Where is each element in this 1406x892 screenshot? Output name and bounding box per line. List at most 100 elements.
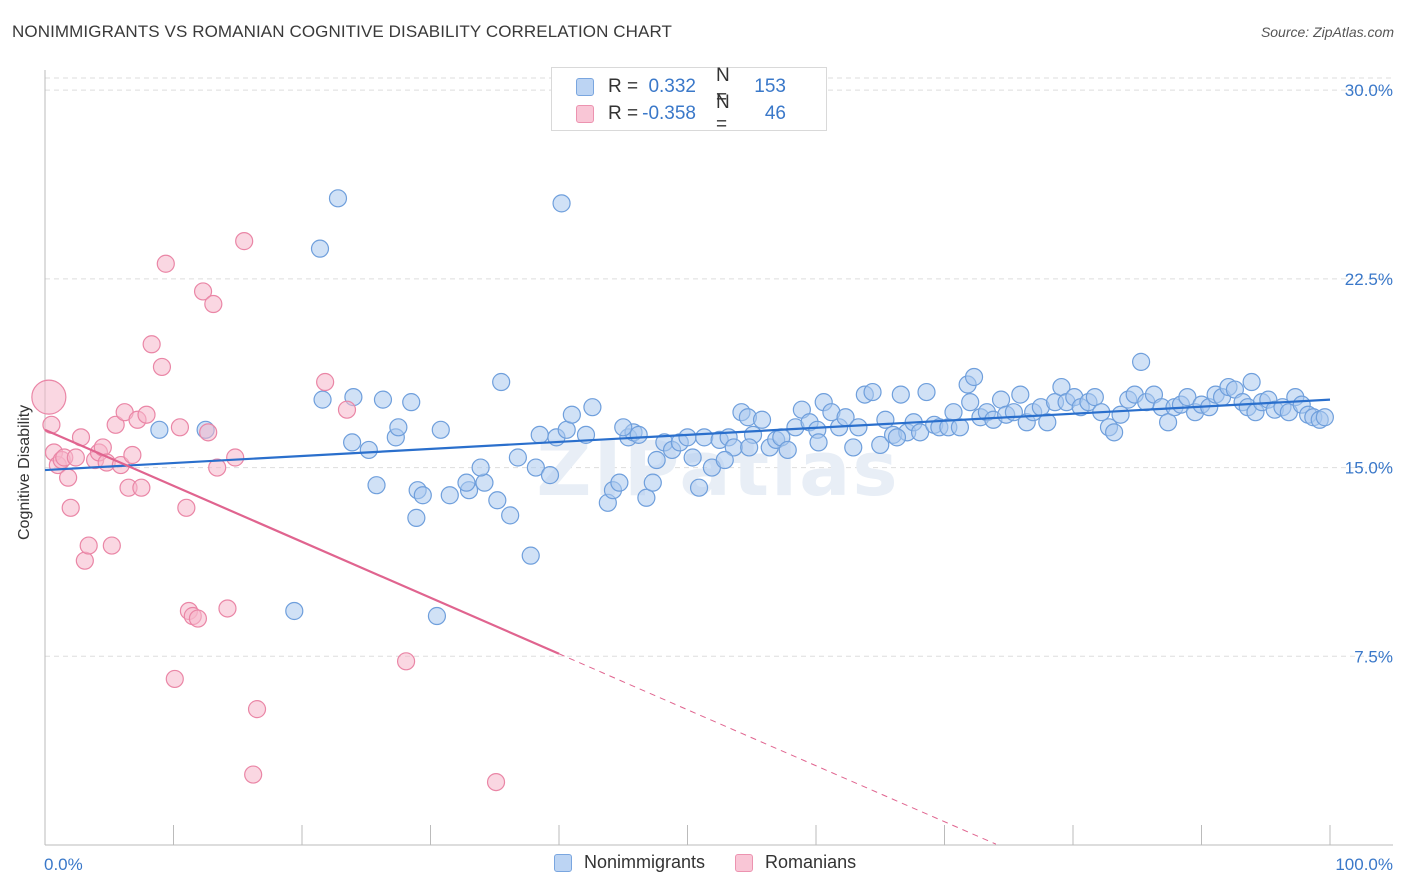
data-point: [917, 382, 936, 402]
data-point: [488, 491, 507, 510]
data-point: [247, 700, 267, 719]
data-point: [106, 415, 125, 434]
y-axis-label: Cognitive Disability: [16, 404, 33, 540]
data-point: [188, 609, 208, 628]
n-label: N =: [716, 92, 730, 135]
data-point: [440, 486, 459, 505]
data-point: [552, 194, 571, 213]
data-point: [530, 425, 549, 444]
romanians-trendline: [44, 428, 560, 655]
data-point: [1158, 413, 1178, 432]
data-point: [1011, 385, 1030, 404]
r-label: R =: [608, 103, 639, 124]
data-point: [427, 606, 447, 626]
data-point: [849, 418, 868, 437]
data-point: [521, 546, 540, 565]
data-point: [809, 433, 828, 452]
pink-swatch: [576, 105, 594, 123]
chart-title: NONIMMIGRANTS VS ROMANIAN COGNITIVE DISA…: [12, 22, 673, 41]
data-point: [610, 473, 629, 492]
legend-row-nonimmigrants: R = 0.332 N = 153: [576, 65, 786, 108]
data-point: [557, 420, 576, 439]
data-point: [396, 652, 416, 671]
legend-item-romanians: Romanians: [735, 852, 856, 873]
data-point: [150, 420, 169, 439]
data-point: [1242, 372, 1261, 392]
n-label: N =: [716, 65, 730, 108]
r-value: -0.358: [642, 103, 696, 124]
data-point: [204, 294, 223, 314]
data-point: [629, 425, 648, 444]
data-point: [475, 473, 494, 492]
data-point: [695, 428, 714, 447]
data-point: [740, 438, 759, 457]
data-point: [1178, 388, 1197, 407]
data-point: [1132, 352, 1151, 371]
y-tick-label: 15.0%: [1345, 459, 1393, 478]
data-point: [285, 601, 304, 621]
data-point: [964, 367, 984, 387]
n-value: 153: [754, 76, 786, 97]
data-point: [328, 189, 348, 208]
data-point: [66, 448, 85, 467]
data-point: [991, 390, 1011, 409]
y-tick-label: 30.0%: [1345, 81, 1393, 100]
y-tick-label: 22.5%: [1345, 270, 1393, 289]
data-point: [31, 379, 67, 415]
data-point: [402, 393, 421, 412]
legend-label: Nonimmigrants: [584, 852, 706, 872]
data-point: [471, 458, 490, 477]
legend-item-nonimmigrants: Nonimmigrants: [554, 852, 705, 873]
romanians-points: [31, 232, 506, 792]
data-point: [508, 448, 527, 467]
data-point: [844, 438, 863, 457]
data-point: [1105, 423, 1124, 442]
data-point: [373, 390, 393, 409]
data-point: [413, 486, 432, 505]
data-point: [891, 385, 910, 404]
data-point: [137, 405, 156, 424]
data-point: [486, 772, 506, 792]
data-point: [643, 473, 662, 492]
data-point: [950, 418, 970, 437]
data-point: [715, 450, 734, 470]
data-point: [165, 669, 184, 689]
romanians-trendline-extension: [558, 653, 997, 845]
data-point: [199, 423, 218, 442]
correlation-legend: R = 0.332 N = 153 R = -0.358 N = 46: [551, 65, 827, 135]
data-point: [142, 335, 161, 354]
data-point: [102, 536, 121, 555]
data-point: [1315, 408, 1334, 427]
data-point: [316, 372, 335, 392]
data-point: [944, 403, 963, 422]
data-point: [647, 450, 666, 470]
x-tick-label: 100.0%: [1335, 855, 1393, 874]
data-point: [910, 423, 930, 442]
data-point: [492, 372, 511, 392]
data-point: [244, 765, 263, 784]
data-point: [583, 398, 602, 417]
data-point: [961, 393, 980, 412]
data-point: [337, 400, 357, 419]
pink-swatch: [735, 853, 754, 872]
y-tick-label: 7.5%: [1354, 647, 1393, 666]
data-point: [863, 382, 882, 402]
data-point: [876, 410, 895, 429]
legend-label: Romanians: [765, 852, 857, 872]
data-point: [79, 536, 98, 555]
data-point: [61, 498, 80, 517]
data-point: [235, 232, 254, 251]
data-point: [689, 478, 709, 497]
data-point: [208, 458, 227, 477]
data-point: [359, 440, 378, 460]
data-point: [389, 418, 408, 437]
data-point: [1111, 405, 1130, 424]
r-label: R =: [608, 76, 639, 97]
r-value: 0.332: [648, 76, 696, 97]
blue-swatch: [576, 78, 594, 96]
data-point: [887, 428, 907, 447]
data-point: [407, 508, 426, 527]
data-point: [310, 239, 330, 258]
source-label: Source: ZipAtlas.com: [1260, 24, 1394, 40]
